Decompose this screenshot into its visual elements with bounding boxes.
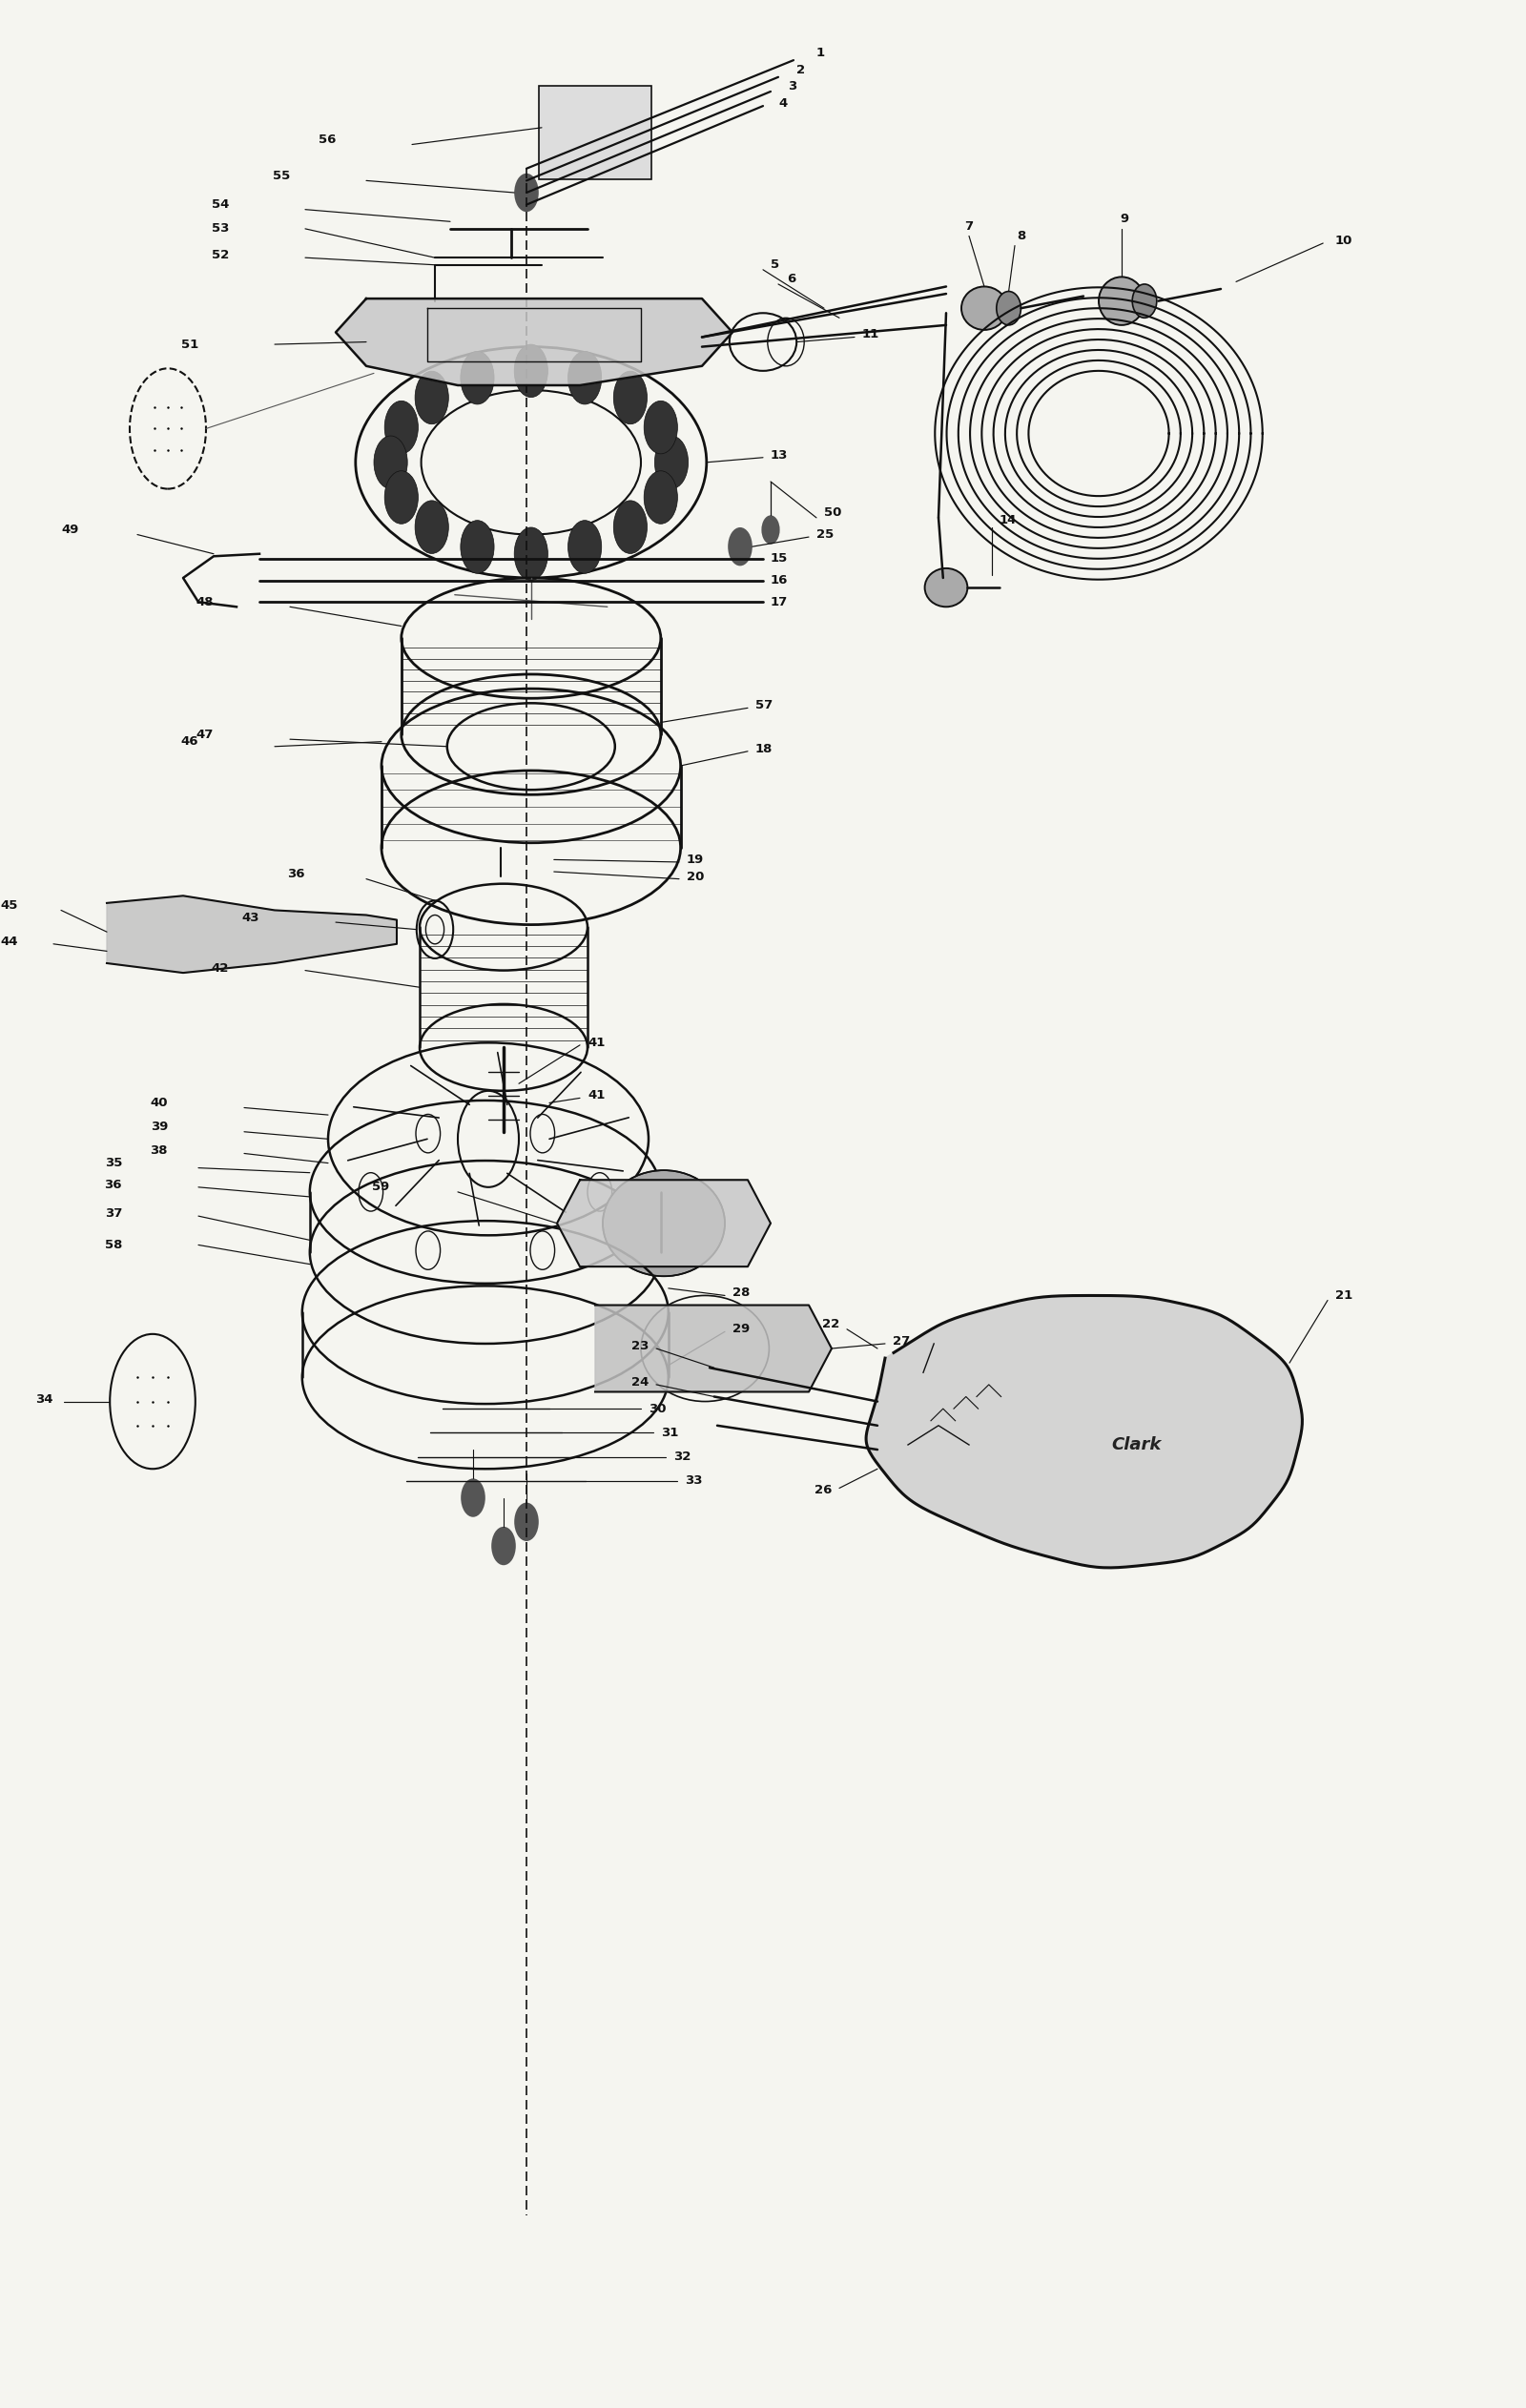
- Ellipse shape: [961, 287, 1007, 330]
- Text: 55: 55: [273, 169, 290, 183]
- Ellipse shape: [925, 568, 967, 607]
- Circle shape: [374, 436, 407, 489]
- Polygon shape: [107, 896, 397, 973]
- Text: 34: 34: [35, 1392, 53, 1406]
- Text: 46: 46: [180, 734, 198, 749]
- Text: 44: 44: [0, 934, 18, 949]
- Text: 36: 36: [104, 1178, 122, 1192]
- Text: 9: 9: [1120, 212, 1129, 226]
- Ellipse shape: [603, 1170, 725, 1276]
- Text: Clark: Clark: [1112, 1435, 1161, 1454]
- Ellipse shape: [1132, 284, 1157, 318]
- Circle shape: [514, 173, 539, 212]
- Text: 29: 29: [732, 1322, 749, 1336]
- Text: 28: 28: [732, 1286, 749, 1300]
- Text: 32: 32: [673, 1450, 690, 1464]
- Text: 22: 22: [823, 1317, 839, 1332]
- Text: 41: 41: [588, 1035, 604, 1050]
- Text: 47: 47: [197, 727, 214, 742]
- FancyBboxPatch shape: [539, 84, 652, 181]
- Text: 14: 14: [1000, 513, 1016, 527]
- Circle shape: [385, 472, 418, 525]
- Polygon shape: [867, 1296, 1302, 1568]
- Text: 6: 6: [787, 272, 797, 287]
- Text: 51: 51: [182, 337, 198, 352]
- Text: 35: 35: [105, 1156, 122, 1170]
- Circle shape: [613, 371, 647, 424]
- Text: 37: 37: [105, 1206, 122, 1221]
- Text: 2: 2: [797, 63, 806, 77]
- Circle shape: [644, 400, 678, 453]
- Text: 50: 50: [824, 506, 841, 520]
- Circle shape: [655, 436, 688, 489]
- Polygon shape: [336, 299, 732, 385]
- Text: 27: 27: [893, 1334, 909, 1348]
- Circle shape: [728, 527, 752, 566]
- Circle shape: [761, 515, 780, 544]
- Circle shape: [644, 472, 678, 525]
- Text: 52: 52: [212, 248, 229, 262]
- Circle shape: [514, 1503, 539, 1541]
- Text: 24: 24: [632, 1375, 649, 1389]
- Circle shape: [461, 352, 494, 405]
- Text: 10: 10: [1335, 234, 1352, 248]
- Text: 57: 57: [755, 698, 772, 713]
- Circle shape: [514, 527, 548, 580]
- Circle shape: [461, 1479, 485, 1517]
- Text: 13: 13: [771, 448, 787, 462]
- Text: 38: 38: [150, 1144, 168, 1158]
- Text: 26: 26: [815, 1483, 832, 1498]
- Text: 19: 19: [687, 852, 703, 867]
- Circle shape: [491, 1527, 516, 1565]
- Text: 7: 7: [964, 219, 974, 234]
- Text: 15: 15: [771, 551, 787, 566]
- Text: 11: 11: [862, 327, 879, 342]
- Text: 36: 36: [287, 867, 305, 881]
- Text: 43: 43: [241, 910, 259, 925]
- Text: 30: 30: [649, 1401, 667, 1416]
- Text: 42: 42: [212, 961, 229, 975]
- Text: 1: 1: [816, 46, 826, 60]
- Text: 59: 59: [372, 1180, 389, 1194]
- Text: 18: 18: [755, 742, 772, 756]
- Polygon shape: [595, 1305, 832, 1392]
- Text: 48: 48: [195, 595, 214, 609]
- Text: 3: 3: [787, 79, 797, 94]
- Circle shape: [568, 520, 601, 573]
- Circle shape: [514, 344, 548, 397]
- Text: 17: 17: [771, 595, 787, 609]
- Text: 33: 33: [685, 1474, 703, 1488]
- Text: 45: 45: [0, 898, 17, 913]
- Text: 8: 8: [1016, 229, 1025, 243]
- Circle shape: [461, 520, 494, 573]
- Text: 49: 49: [61, 523, 78, 537]
- Text: 25: 25: [816, 527, 833, 542]
- Text: 5: 5: [771, 258, 780, 272]
- Polygon shape: [557, 1180, 771, 1267]
- Text: 41: 41: [588, 1088, 604, 1103]
- Circle shape: [415, 501, 449, 554]
- Circle shape: [613, 501, 647, 554]
- Ellipse shape: [996, 291, 1021, 325]
- Text: 21: 21: [1335, 1288, 1352, 1303]
- Text: 56: 56: [319, 132, 336, 147]
- Text: 53: 53: [212, 222, 229, 236]
- Ellipse shape: [1099, 277, 1144, 325]
- Text: 23: 23: [632, 1339, 649, 1353]
- Circle shape: [415, 371, 449, 424]
- Text: 16: 16: [771, 573, 787, 588]
- Text: 54: 54: [212, 197, 229, 212]
- Text: 40: 40: [150, 1096, 168, 1110]
- Text: 58: 58: [105, 1238, 122, 1252]
- Circle shape: [385, 400, 418, 453]
- Text: 31: 31: [661, 1426, 678, 1440]
- Text: 39: 39: [151, 1120, 168, 1134]
- Text: 4: 4: [778, 96, 787, 111]
- Circle shape: [568, 352, 601, 405]
- Text: 20: 20: [687, 869, 703, 884]
